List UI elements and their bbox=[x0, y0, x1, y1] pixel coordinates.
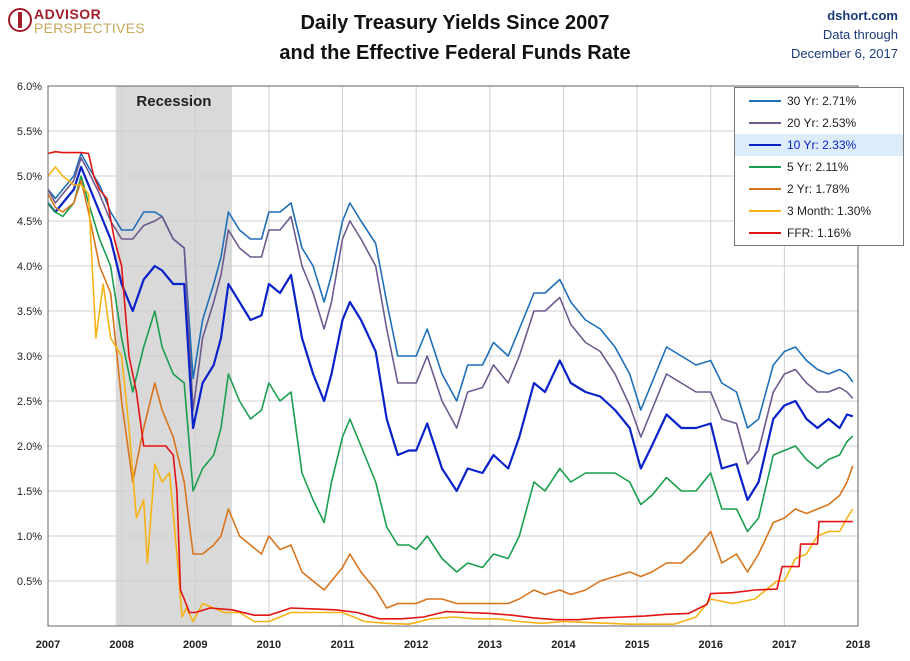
legend-item: 2 Yr: 1.78% bbox=[735, 178, 903, 200]
series-line-4 bbox=[47, 179, 854, 609]
x-tick-label: 2014 bbox=[551, 639, 576, 651]
logo-line1: ADVISOR bbox=[34, 6, 102, 22]
chart-title-line1: Daily Treasury Yields Since 2007 bbox=[300, 12, 610, 34]
axes: 0.5% 1.0% 1.5% 2.0% 2.5% 3.0% 3.5% 4.0% 4.5% 5.0%… bbox=[17, 81, 870, 651]
x-tick-label: 2016 bbox=[698, 639, 722, 651]
y-tick-label: 6.0% bbox=[17, 81, 42, 93]
y-tick-label: 3.0% bbox=[17, 351, 42, 363]
x-tick-label: 2011 bbox=[331, 639, 355, 651]
legend-label: 5 Yr: 2.11% bbox=[787, 160, 849, 174]
y-tick-label: 2.5% bbox=[17, 396, 42, 408]
legend-label: 10 Yr: 2.33% bbox=[787, 138, 857, 152]
chart-title-line2: and the Effective Federal Funds Rate bbox=[279, 42, 631, 64]
logo-line2: PERSPECTIVES bbox=[34, 20, 145, 36]
series-line-1 bbox=[47, 157, 854, 465]
x-tick-label: 2008 bbox=[109, 639, 133, 651]
y-tick-label: 4.5% bbox=[17, 216, 42, 228]
y-tick-label: 5.0% bbox=[17, 171, 42, 183]
recession-label: Recession bbox=[136, 93, 211, 110]
source-site: dshort.com bbox=[827, 8, 898, 23]
y-tick-label: 4.0% bbox=[17, 261, 42, 273]
legend-item: 10 Yr: 2.33% bbox=[735, 134, 903, 156]
legend-item: 20 Yr: 2.53% bbox=[735, 112, 903, 134]
legend-swatch bbox=[749, 188, 781, 190]
source-date: December 6, 2017 bbox=[791, 46, 898, 61]
series-layer bbox=[47, 150, 854, 626]
legend-swatch bbox=[749, 166, 781, 168]
y-tick-label: 0.5% bbox=[17, 576, 42, 588]
x-tick-label: 2009 bbox=[183, 639, 207, 651]
legend-label: 30 Yr: 2.71% bbox=[787, 94, 857, 108]
x-tick-label: 2012 bbox=[404, 639, 428, 651]
y-tick-label: 1.0% bbox=[17, 531, 42, 543]
legend-swatch bbox=[749, 144, 781, 146]
logo-mark-icon bbox=[8, 8, 32, 32]
series-line-2 bbox=[47, 165, 854, 502]
legend-label: 3 Month: 1.30% bbox=[787, 204, 872, 218]
chart-title: Daily Treasury Yields Since 2007 and the… bbox=[200, 8, 710, 68]
legend-swatch bbox=[749, 232, 781, 234]
x-tick-label: 2015 bbox=[625, 639, 649, 651]
source-note: dshort.com Data through December 6, 2017 bbox=[791, 6, 898, 63]
series-line-3 bbox=[47, 175, 854, 573]
legend-label: 20 Yr: 2.53% bbox=[787, 116, 857, 130]
x-tick-label: 2013 bbox=[478, 639, 502, 651]
legend-swatch bbox=[749, 100, 781, 102]
legend-item: 3 Month: 1.30% bbox=[735, 200, 903, 222]
x-tick-label: 2018 bbox=[846, 639, 870, 651]
source-line2: Data through bbox=[822, 27, 898, 42]
series-line-5 bbox=[47, 166, 854, 626]
y-tick-label: 1.5% bbox=[17, 486, 42, 498]
legend-item: FFR: 1.16% bbox=[735, 222, 903, 244]
x-tick-label: 2010 bbox=[257, 639, 281, 651]
x-tick-label: 2017 bbox=[772, 639, 796, 651]
legend-swatch bbox=[749, 122, 781, 124]
series-line-6 bbox=[47, 150, 853, 621]
legend-item: 30 Yr: 2.71% bbox=[735, 90, 903, 112]
legend-label: FFR: 1.16% bbox=[787, 226, 852, 240]
y-tick-label: 5.5% bbox=[17, 126, 42, 138]
legend-item: 5 Yr: 2.11% bbox=[735, 156, 903, 178]
legend: 30 Yr: 2.71% 20 Yr: 2.53% 10 Yr: 2.33% 5 Yr… bbox=[734, 87, 904, 246]
x-tick-label: 2007 bbox=[36, 639, 60, 651]
y-tick-label: 3.5% bbox=[17, 306, 42, 318]
legend-swatch bbox=[749, 210, 781, 212]
y-tick-label: 2.0% bbox=[17, 441, 42, 453]
plot-border bbox=[47, 85, 859, 627]
legend-label: 2 Yr: 1.78% bbox=[787, 182, 850, 196]
